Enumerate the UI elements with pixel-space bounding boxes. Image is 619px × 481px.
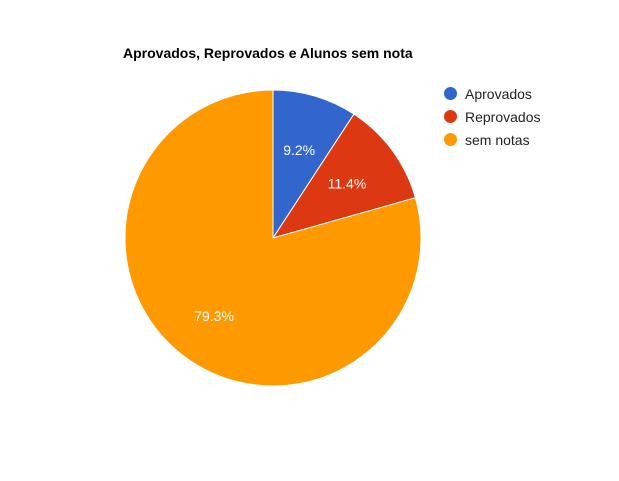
pie-slice-sem-notas[interactable]: [124, 89, 422, 387]
slice-label-sem-notas: 79.3%: [194, 308, 234, 324]
legend-label-sem-notas: sem notas: [465, 131, 530, 148]
slice-label-aprovados: 9.2%: [283, 142, 315, 158]
legend-swatch-sem-notas: [444, 133, 457, 146]
legend-swatch-aprovados: [444, 87, 457, 100]
chart-title: Aprovados, Reprovados e Alunos sem nota: [123, 45, 413, 61]
legend-item-aprovados[interactable]: Aprovados: [444, 82, 541, 105]
pie-slice-reprovados[interactable]: [271, 113, 417, 239]
legend-label-reprovados: Reprovados: [465, 108, 541, 125]
legend-swatch-reprovados: [444, 110, 457, 123]
legend: Aprovados Reprovados sem notas: [444, 82, 541, 151]
legend-item-reprovados[interactable]: Reprovados: [444, 105, 541, 128]
legend-item-sem-notas[interactable]: sem notas: [444, 128, 541, 151]
slice-label-reprovados: 11.4%: [328, 176, 367, 192]
legend-label-aprovados: Aprovados: [465, 85, 532, 102]
pie-slice-aprovados[interactable]: [272, 89, 355, 240]
